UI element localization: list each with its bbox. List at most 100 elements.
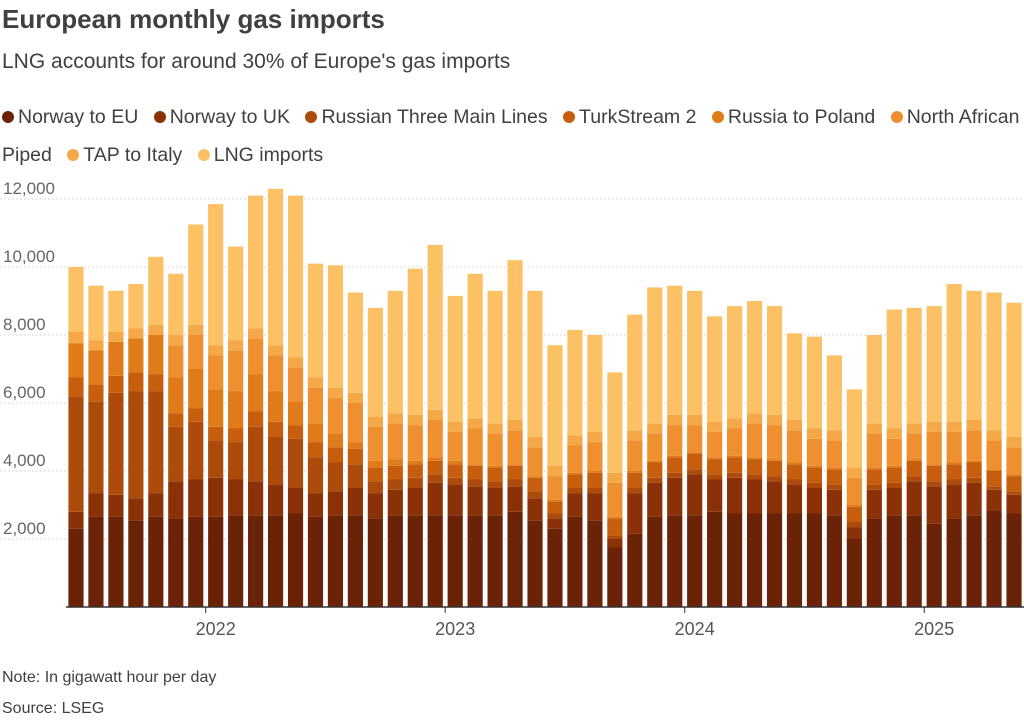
bar-segment-russia-to-poland xyxy=(846,505,862,507)
bar-segment-russian-three-main-lines xyxy=(547,513,563,519)
bar-segment-russia-to-poland xyxy=(447,460,463,465)
bar-segment-russia-to-poland xyxy=(68,343,84,378)
bar-segment-north-african-piped xyxy=(707,431,723,458)
bar-segment-norway-to-uk xyxy=(307,493,324,517)
legend-item-turkstream-2: TurkStream 2 xyxy=(563,106,696,128)
bar-segment-turkstream-2 xyxy=(667,457,683,473)
bar-segment-russian-three-main-lines xyxy=(607,535,623,539)
bar-segment-norway-to-uk xyxy=(128,498,144,521)
legend-label: Russia to Poland xyxy=(727,106,876,128)
legend-item-russian-three-main-lines: Russian Three Main Lines xyxy=(305,106,548,128)
bar-segment-russian-three-main-lines xyxy=(587,488,603,494)
bar-segment-tap-to-italy xyxy=(607,472,623,483)
bar-segment-norway-to-uk xyxy=(926,486,942,524)
bar-segment-russia-to-poland xyxy=(886,465,902,468)
bar-segment-norway-to-uk xyxy=(208,477,224,517)
bar-segment-north-african-piped xyxy=(627,440,643,471)
bar-segment-north-african-piped xyxy=(367,426,383,461)
bar-segment-russian-three-main-lines xyxy=(447,477,463,485)
legend-label: Norway to UK xyxy=(169,106,291,128)
bar-segment-lng-imports xyxy=(647,287,663,424)
bar-segment-norway-to-uk xyxy=(946,484,962,519)
bar-segment-lng-imports xyxy=(447,295,463,422)
bar-segment-turkstream-2 xyxy=(866,469,882,485)
bar-segment-north-african-piped xyxy=(587,442,603,471)
bar-segment-russian-three-main-lines xyxy=(407,477,423,488)
bar-segment-north-african-piped xyxy=(387,423,403,460)
bar-segment-tap-to-italy xyxy=(427,409,443,420)
bar-segment-lng-imports xyxy=(347,292,363,393)
bar-segment-norway-to-uk xyxy=(447,484,463,516)
bar-segment-norway-to-uk xyxy=(487,488,503,516)
bar-segment-russian-three-main-lines xyxy=(786,479,803,485)
bar-segment-turkstream-2 xyxy=(148,374,164,392)
bar-segment-tap-to-italy xyxy=(347,392,363,403)
bar-segment-norway-to-eu xyxy=(287,513,304,607)
bar-segment-lng-imports xyxy=(108,290,124,332)
bar-segment-lng-imports xyxy=(1006,302,1022,437)
bar-segment-turkstream-2 xyxy=(906,460,922,477)
bar-segment-tap-to-italy xyxy=(327,387,344,398)
legend-swatch xyxy=(153,111,166,123)
bar-segment-norway-to-eu xyxy=(507,511,523,607)
legend-item-north-african-piped: North African Piped xyxy=(2,106,1019,166)
bar-segment-russia-to-poland xyxy=(727,455,743,458)
bar-segment-norway-to-uk xyxy=(108,494,124,517)
bar-segment-north-african-piped xyxy=(467,428,483,465)
bar-segment-norway-to-uk xyxy=(687,474,703,516)
bar-segment-turkstream-2 xyxy=(587,472,603,488)
bar-segment-norway-to-uk xyxy=(786,484,803,514)
x-axis: 2022 2023 2024 2025 xyxy=(66,606,1024,639)
bar-segment-lng-imports xyxy=(547,345,563,466)
bar-segment-north-african-piped xyxy=(347,403,363,443)
bar-segment-turkstream-2 xyxy=(746,459,763,475)
bar-segment-russia-to-poland xyxy=(507,464,523,466)
bar-segment-turkstream-2 xyxy=(547,501,563,514)
bar-segment-russia-to-poland xyxy=(986,469,1002,471)
bar-segment-turkstream-2 xyxy=(966,462,982,478)
bar-segment-russian-three-main-lines xyxy=(307,457,324,494)
bar-segment-lng-imports xyxy=(866,335,882,424)
bar-segment-norway-to-eu xyxy=(806,513,823,607)
bar-segment-russia-to-poland xyxy=(786,462,803,465)
bar-segment-russia-to-poland xyxy=(1006,474,1022,477)
bar-segment-tap-to-italy xyxy=(926,421,942,432)
bar-segment-russian-three-main-lines xyxy=(287,438,304,488)
bar-segment-russia-to-poland xyxy=(547,499,563,502)
bar-segment-tap-to-italy xyxy=(367,416,383,427)
bar-segment-norway-to-eu xyxy=(886,515,902,607)
bar-segment-north-african-piped xyxy=(407,425,423,461)
x-tick-label: 2024 xyxy=(675,619,715,639)
bar-segment-russia-to-poland xyxy=(826,467,842,470)
bar-segment-norway-to-eu xyxy=(687,515,703,607)
bar-segment-norway-to-eu xyxy=(846,539,862,607)
bar-segment-turkstream-2 xyxy=(307,442,324,458)
bar-segment-lng-imports xyxy=(527,290,543,437)
bar-segment-norway-to-uk xyxy=(527,498,543,521)
bar-segment-north-african-piped xyxy=(926,431,942,465)
bar-segment-norway-to-eu xyxy=(427,515,443,607)
bar-segment-tap-to-italy xyxy=(667,414,683,426)
bar-segment-turkstream-2 xyxy=(986,471,1002,487)
y-tick-label: 10,000 xyxy=(3,247,55,266)
bar-segment-russian-three-main-lines xyxy=(946,479,962,485)
bar-segment-turkstream-2 xyxy=(507,465,523,480)
bar-segment-tap-to-italy xyxy=(746,413,763,424)
bar-segment-russia-to-poland xyxy=(946,462,962,465)
bar-segment-norway-to-uk xyxy=(986,489,1002,511)
bar-segment-norway-to-uk xyxy=(287,488,304,514)
bar-segment-russian-three-main-lines xyxy=(766,476,783,482)
bar-segment-russian-three-main-lines xyxy=(926,481,942,487)
bar-segment-russian-three-main-lines xyxy=(427,474,443,483)
bar-segment-russia-to-poland xyxy=(567,472,583,475)
bar-segment-russia-to-poland xyxy=(407,460,423,465)
bar-segment-russian-three-main-lines xyxy=(966,477,982,483)
bar-segment-russian-three-main-lines xyxy=(188,421,204,480)
bar-segment-russian-three-main-lines xyxy=(68,396,84,512)
bar-segment-turkstream-2 xyxy=(846,506,862,522)
bar-segment-russia-to-poland xyxy=(866,467,882,470)
y-tick-label: 6,000 xyxy=(3,383,46,402)
legend-item-russia-to-poland: Russia to Poland xyxy=(711,106,876,128)
bar-segment-norway-to-uk xyxy=(248,481,264,516)
bar-segment-norway-to-eu xyxy=(946,518,962,607)
